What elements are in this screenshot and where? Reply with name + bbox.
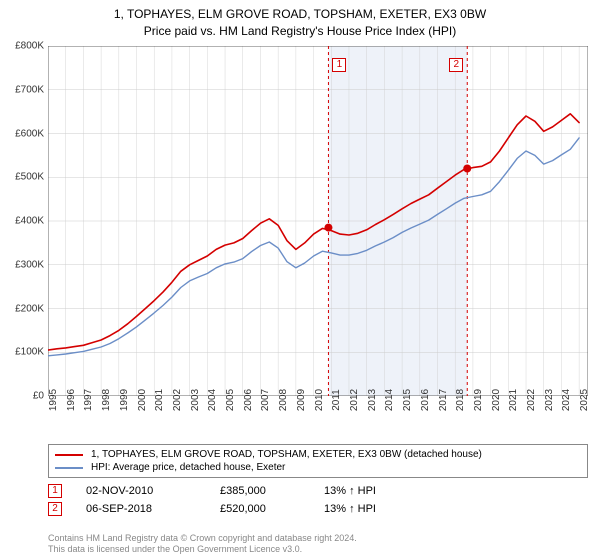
x-tick-label: 2010 <box>314 389 325 411</box>
transaction-price: £520,000 <box>220 503 300 515</box>
x-tick-label: 2015 <box>402 389 413 411</box>
x-tick-label: 1997 <box>83 389 94 411</box>
x-tick-label: 2006 <box>243 389 254 411</box>
legend-label: 1, TOPHAYES, ELM GROVE ROAD, TOPSHAM, EX… <box>91 448 482 461</box>
y-tick-label: £0 <box>33 391 44 402</box>
x-tick-label: 2019 <box>473 389 484 411</box>
transaction-price: £385,000 <box>220 485 300 497</box>
x-tick-label: 1996 <box>66 389 77 411</box>
chart-wrap: 12£0£100K£200K£300K£400K£500K£600K£700K£… <box>48 46 588 416</box>
x-tick-label: 2018 <box>455 389 466 411</box>
y-tick-label: £500K <box>15 172 44 183</box>
x-tick-label: 2014 <box>384 389 395 411</box>
x-tick-label: 2023 <box>544 389 555 411</box>
transaction-date: 02-NOV-2010 <box>86 485 196 497</box>
title-line-1: 1, TOPHAYES, ELM GROVE ROAD, TOPSHAM, EX… <box>0 6 600 23</box>
y-tick-label: £800K <box>15 41 44 52</box>
x-tick-label: 2002 <box>172 389 183 411</box>
title-block: 1, TOPHAYES, ELM GROVE ROAD, TOPSHAM, EX… <box>0 0 600 40</box>
transaction-row: 2 06-SEP-2018 £520,000 13% ↑ HPI <box>48 500 588 518</box>
x-tick-label: 2021 <box>508 389 519 411</box>
transaction-hpi: 13% ↑ HPI <box>324 503 444 515</box>
transaction-date: 06-SEP-2018 <box>86 503 196 515</box>
legend: 1, TOPHAYES, ELM GROVE ROAD, TOPSHAM, EX… <box>48 444 588 478</box>
footer-line-2: This data is licensed under the Open Gov… <box>48 544 357 556</box>
transaction-index: 1 <box>48 484 62 498</box>
x-tick-label: 2009 <box>296 389 307 411</box>
x-tick-label: 2005 <box>225 389 236 411</box>
x-tick-label: 2008 <box>278 389 289 411</box>
y-tick-label: £700K <box>15 84 44 95</box>
x-tick-label: 2020 <box>491 389 502 411</box>
chart-svg <box>48 46 588 396</box>
x-tick-label: 2017 <box>438 389 449 411</box>
marker-box-2: 2 <box>449 58 463 72</box>
transaction-table: 1 02-NOV-2010 £385,000 13% ↑ HPI 2 06-SEP-201… <box>48 482 588 518</box>
x-tick-label: 2025 <box>579 389 590 411</box>
x-tick-label: 2011 <box>331 389 342 411</box>
footer-line-1: Contains HM Land Registry data © Crown c… <box>48 533 357 545</box>
transaction-row: 1 02-NOV-2010 £385,000 13% ↑ HPI <box>48 482 588 500</box>
y-tick-label: £600K <box>15 128 44 139</box>
y-tick-label: £400K <box>15 216 44 227</box>
x-tick-label: 2007 <box>260 389 271 411</box>
x-tick-label: 2000 <box>137 389 148 411</box>
transaction-index: 2 <box>48 502 62 516</box>
x-tick-label: 2024 <box>561 389 572 411</box>
transaction-hpi: 13% ↑ HPI <box>324 485 444 497</box>
x-tick-label: 2022 <box>526 389 537 411</box>
legend-row: 1, TOPHAYES, ELM GROVE ROAD, TOPSHAM, EX… <box>55 448 581 461</box>
legend-swatch <box>55 454 83 456</box>
x-tick-label: 2001 <box>154 389 165 411</box>
x-tick-label: 1995 <box>48 389 59 411</box>
x-tick-label: 2012 <box>349 389 360 411</box>
footer: Contains HM Land Registry data © Crown c… <box>48 533 357 556</box>
legend-row: HPI: Average price, detached house, Exet… <box>55 461 581 474</box>
y-tick-label: £100K <box>15 347 44 358</box>
x-tick-label: 2004 <box>207 389 218 411</box>
marker-box-1: 1 <box>332 58 346 72</box>
y-tick-label: £200K <box>15 303 44 314</box>
title-line-2: Price paid vs. HM Land Registry's House … <box>0 23 600 40</box>
legend-swatch <box>55 467 83 469</box>
y-tick-label: £300K <box>15 259 44 270</box>
legend-label: HPI: Average price, detached house, Exet… <box>91 461 285 474</box>
chart-container: 1, TOPHAYES, ELM GROVE ROAD, TOPSHAM, EX… <box>0 0 600 560</box>
x-tick-label: 2013 <box>367 389 378 411</box>
x-tick-label: 1999 <box>119 389 130 411</box>
x-tick-label: 2003 <box>190 389 201 411</box>
x-tick-label: 2016 <box>420 389 431 411</box>
x-tick-label: 1998 <box>101 389 112 411</box>
